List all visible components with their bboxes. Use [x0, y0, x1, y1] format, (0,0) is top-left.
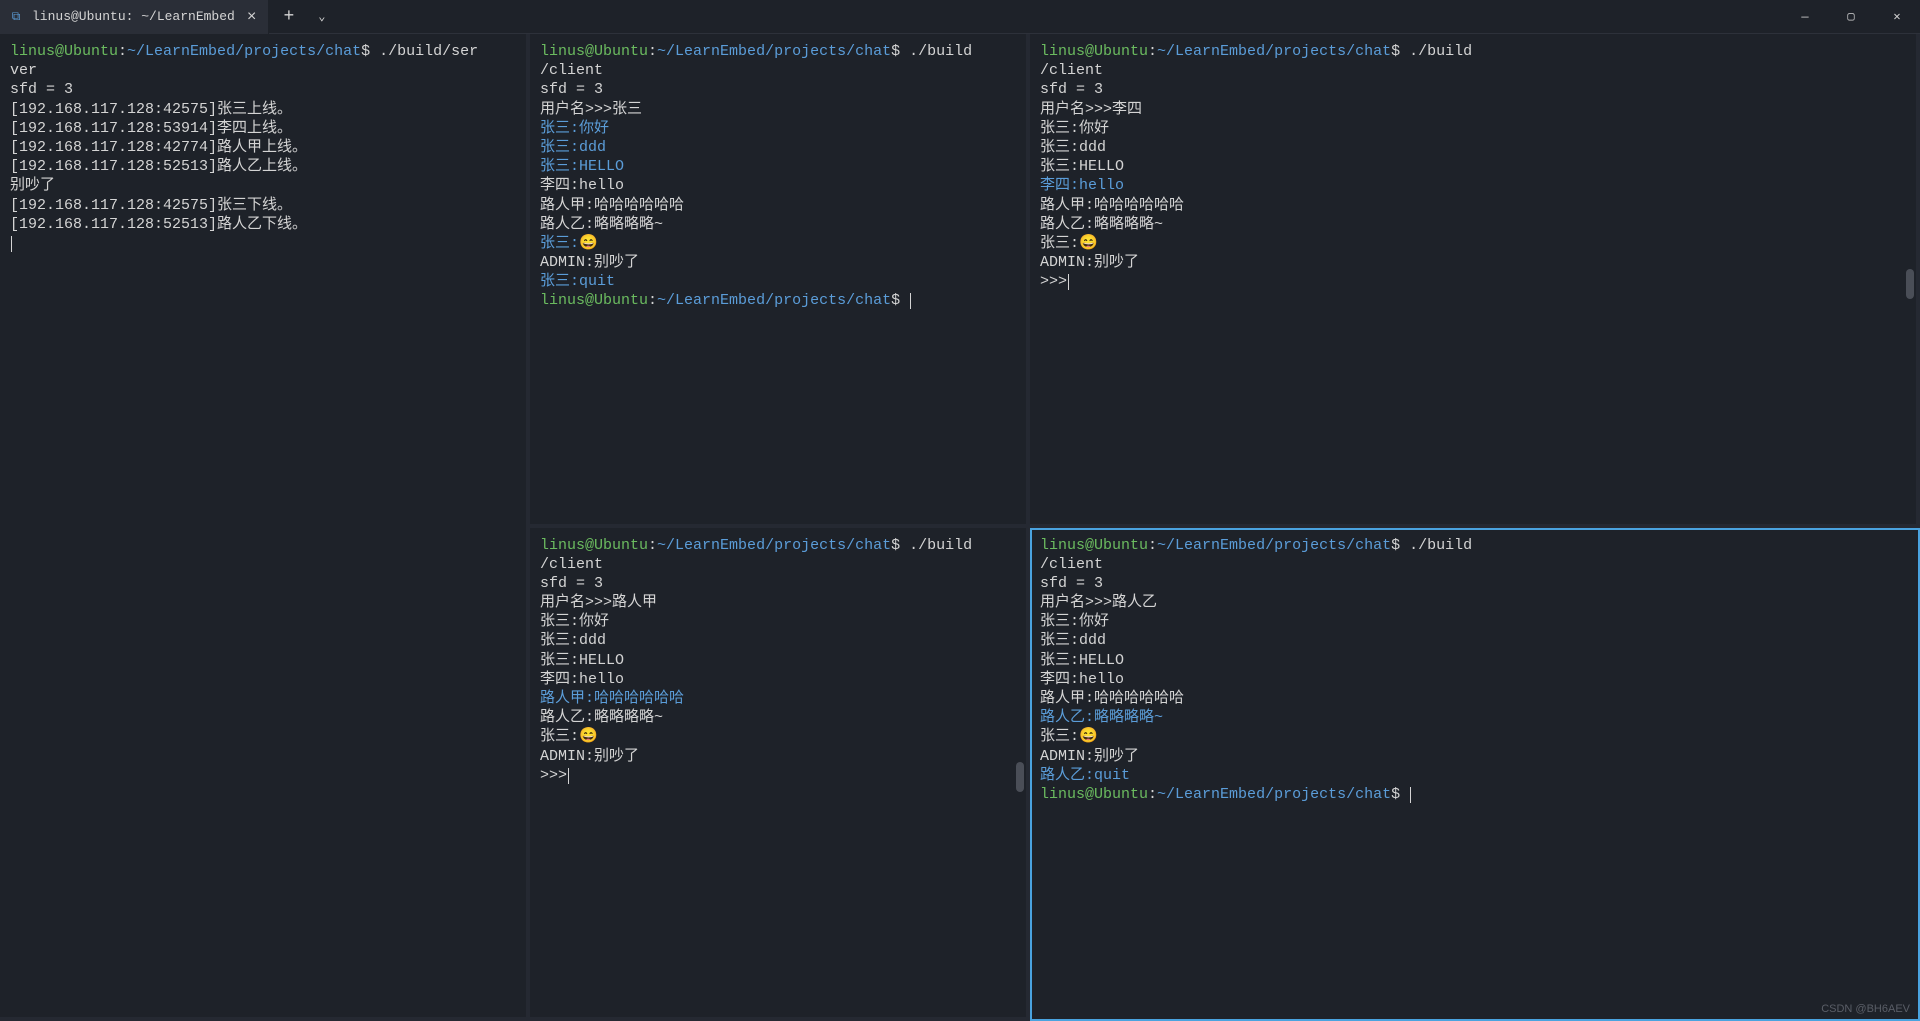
new-tab-button[interactable]: + — [269, 7, 308, 27]
command-text: ./build — [1409, 537, 1472, 554]
minimize-button[interactable]: — — [1782, 0, 1828, 34]
scrollbar-thumb[interactable] — [1016, 762, 1024, 792]
output-line: sfd = 3 — [1040, 574, 1910, 593]
self-message: 张三:HELLO — [540, 158, 624, 175]
prompt-path: ~/LearnEmbed/projects/chat — [1157, 537, 1391, 554]
input-prompt[interactable]: >>> — [1040, 272, 1906, 291]
prompt-user: linus@Ubuntu — [540, 43, 648, 60]
prompt-path: ~/LearnEmbed/projects/chat — [1157, 43, 1391, 60]
output-line: [192.168.117.128:42575]张三上线。 — [10, 100, 516, 119]
output-line: 张三:HELLO — [540, 651, 1016, 670]
terminal-pane-4[interactable]: linus@Ubuntu:~/LearnEmbed/projects/chat$… — [1030, 528, 1920, 1021]
terminal-pane-3[interactable]: linus@Ubuntu:~/LearnEmbed/projects/chat$… — [530, 528, 1030, 1021]
output-line: 李四:hello — [540, 670, 1016, 689]
tab-close-button[interactable]: × — [243, 8, 261, 26]
watermark: CSDN @BH6AEV — [1821, 1003, 1910, 1015]
window-controls: — ▢ ✕ — [1782, 0, 1920, 34]
prompt-path: ~/LearnEmbed/projects/chat — [1157, 786, 1391, 803]
output-line: ADMIN:别吵了 — [540, 747, 1016, 766]
output-line: ADMIN:别吵了 — [1040, 253, 1906, 272]
self-message: 路人乙:quit — [1040, 767, 1130, 784]
prompt-path: ~/LearnEmbed/projects/chat — [127, 43, 361, 60]
prompt-path: ~/LearnEmbed/projects/chat — [657, 537, 891, 554]
tab-title: linus@Ubuntu: ~/LearnEmbed — [32, 9, 235, 24]
prompt-path: ~/LearnEmbed/projects/chat — [657, 292, 891, 309]
output-line: 张三:ddd — [1040, 138, 1906, 157]
output-line: 用户名>>>路人乙 — [1040, 593, 1910, 612]
prompt-path: ~/LearnEmbed/projects/chat — [657, 43, 891, 60]
output-line: 张三:你好 — [540, 612, 1016, 631]
output-line: 张三:😄 — [540, 727, 1016, 746]
self-message: 张三:你好 — [540, 120, 609, 137]
output-line: 别吵了 — [10, 176, 516, 195]
prompt-user: linus@Ubuntu — [1040, 786, 1148, 803]
powershell-icon: ⧉ — [8, 9, 24, 25]
output-line: 路人乙:略略略略~ — [540, 215, 1016, 234]
output-line: 李四:hello — [540, 176, 1016, 195]
command-text: ./build — [909, 43, 972, 60]
output-line: [192.168.117.128:42575]张三下线。 — [10, 196, 516, 215]
terminal-pane-2[interactable]: linus@Ubuntu:~/LearnEmbed/projects/chat$… — [1030, 34, 1920, 528]
self-message: 路人甲:哈哈哈哈哈哈 — [540, 690, 684, 707]
output-line: 路人甲:哈哈哈哈哈哈 — [540, 196, 1016, 215]
maximize-button[interactable]: ▢ — [1828, 0, 1874, 34]
prompt-user: linus@Ubuntu — [1040, 43, 1148, 60]
scrollbar-thumb[interactable] — [1906, 269, 1914, 299]
tab-active[interactable]: ⧉ linus@Ubuntu: ~/LearnEmbed × — [0, 0, 269, 34]
output-line: 张三:HELLO — [1040, 157, 1906, 176]
self-message: 李四:hello — [1040, 177, 1124, 194]
output-line: 张三:你好 — [1040, 612, 1910, 631]
output-line: 路人乙:略略略略~ — [540, 708, 1016, 727]
output-line: 张三:HELLO — [1040, 651, 1910, 670]
output-line: 用户名>>>张三 — [540, 100, 1016, 119]
input-prompt[interactable]: >>> — [540, 766, 1016, 785]
output-line: [192.168.117.128:53914]李四上线。 — [10, 119, 516, 138]
self-message: 张三:ddd — [540, 139, 606, 156]
prompt-user: linus@Ubuntu — [540, 537, 648, 554]
prompt-user: linus@Ubuntu — [10, 43, 118, 60]
output-line: ADMIN:别吵了 — [540, 253, 1016, 272]
close-button[interactable]: ✕ — [1874, 0, 1920, 34]
command-text: ./build — [909, 537, 972, 554]
output-line: 张三:ddd — [1040, 631, 1910, 650]
output-line: sfd = 3 — [540, 574, 1016, 593]
output-line: 张三:ddd — [540, 631, 1016, 650]
titlebar: ⧉ linus@Ubuntu: ~/LearnEmbed × + ⌄ — ▢ ✕ — [0, 0, 1920, 34]
output-line: sfd = 3 — [10, 80, 516, 99]
command-text: ./build — [1409, 43, 1472, 60]
tab-dropdown-button[interactable]: ⌄ — [308, 9, 335, 24]
output-line: 路人甲:哈哈哈哈哈哈 — [1040, 689, 1910, 708]
output-line: ADMIN:别吵了 — [1040, 747, 1910, 766]
command-text: ./build/ser — [379, 43, 478, 60]
output-line: sfd = 3 — [1040, 80, 1906, 99]
output-line: [192.168.117.128:52513]路人乙上线。 — [10, 157, 516, 176]
output-line: 李四:hello — [1040, 670, 1910, 689]
output-line: 用户名>>>路人甲 — [540, 593, 1016, 612]
output-line: 用户名>>>李四 — [1040, 100, 1906, 119]
terminal-pane-1[interactable]: linus@Ubuntu:~/LearnEmbed/projects/chat$… — [530, 34, 1030, 528]
self-message: 张三: — [540, 235, 579, 252]
terminal-pane-0[interactable]: linus@Ubuntu:~/LearnEmbed/projects/chat$… — [0, 34, 530, 1021]
output-line: sfd = 3 — [540, 80, 1016, 99]
output-line: 张三:😄 — [1040, 234, 1906, 253]
self-message: 路人乙:略略略略~ — [1040, 709, 1163, 726]
output-line: 张三:你好 — [1040, 119, 1906, 138]
prompt-user: linus@Ubuntu — [1040, 537, 1148, 554]
self-message: 张三:quit — [540, 273, 615, 290]
terminal-panes: linus@Ubuntu:~/LearnEmbed/projects/chat$… — [0, 34, 1920, 1021]
output-line: 路人乙:略略略略~ — [1040, 215, 1906, 234]
output-line: [192.168.117.128:52513]路人乙下线。 — [10, 215, 516, 234]
output-line: [192.168.117.128:42774]路人甲上线。 — [10, 138, 516, 157]
output-line: 路人甲:哈哈哈哈哈哈 — [1040, 196, 1906, 215]
output-line: 张三:😄 — [1040, 727, 1910, 746]
prompt-user: linus@Ubuntu — [540, 292, 648, 309]
